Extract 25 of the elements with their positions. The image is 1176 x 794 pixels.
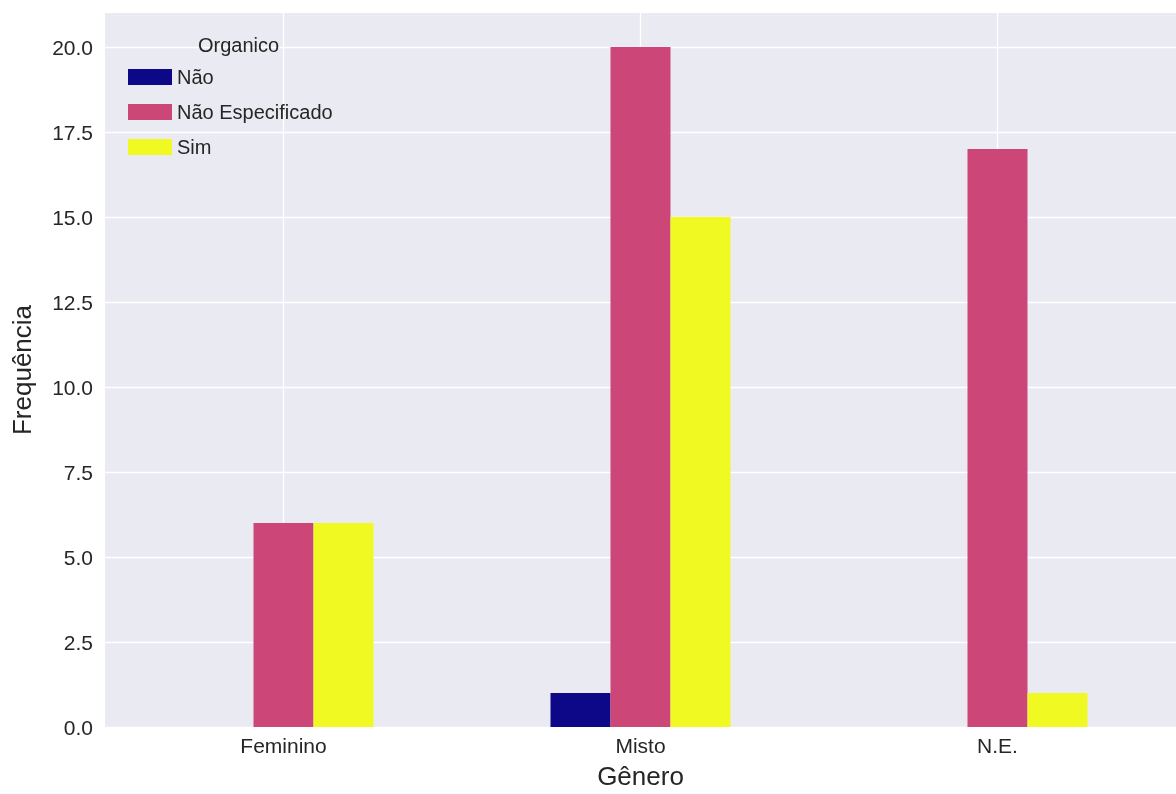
y-tick-label: 0.0 — [63, 715, 93, 739]
y-tick-label: 17.5 — [52, 120, 93, 144]
legend-label: Não Especificado — [177, 101, 333, 123]
bar — [550, 693, 611, 727]
y-tick-label: 2.5 — [63, 630, 93, 654]
bar — [610, 47, 671, 727]
legend-label: Não — [177, 66, 214, 88]
legend-title: Organico — [198, 34, 280, 56]
legend-label: Sim — [177, 136, 212, 158]
x-tick-label: Misto — [615, 734, 666, 757]
bar — [313, 523, 374, 727]
y-axis-title: Frequência — [7, 304, 37, 436]
bar — [253, 523, 314, 727]
y-tick-label: 10.0 — [52, 375, 93, 399]
y-tick-label: 7.5 — [63, 460, 93, 484]
bar — [670, 217, 731, 727]
bar — [1027, 693, 1088, 727]
x-axis-title: Gênero — [597, 761, 684, 791]
y-tick-label: 12.5 — [52, 290, 93, 314]
y-tick-label: 20.0 — [52, 35, 93, 59]
x-tick-label: Feminino — [240, 734, 327, 757]
bar — [967, 149, 1028, 727]
x-tick-label: N.E. — [977, 734, 1018, 757]
y-tick-label: 5.0 — [63, 545, 93, 569]
y-tick-label: 15.0 — [52, 205, 93, 229]
